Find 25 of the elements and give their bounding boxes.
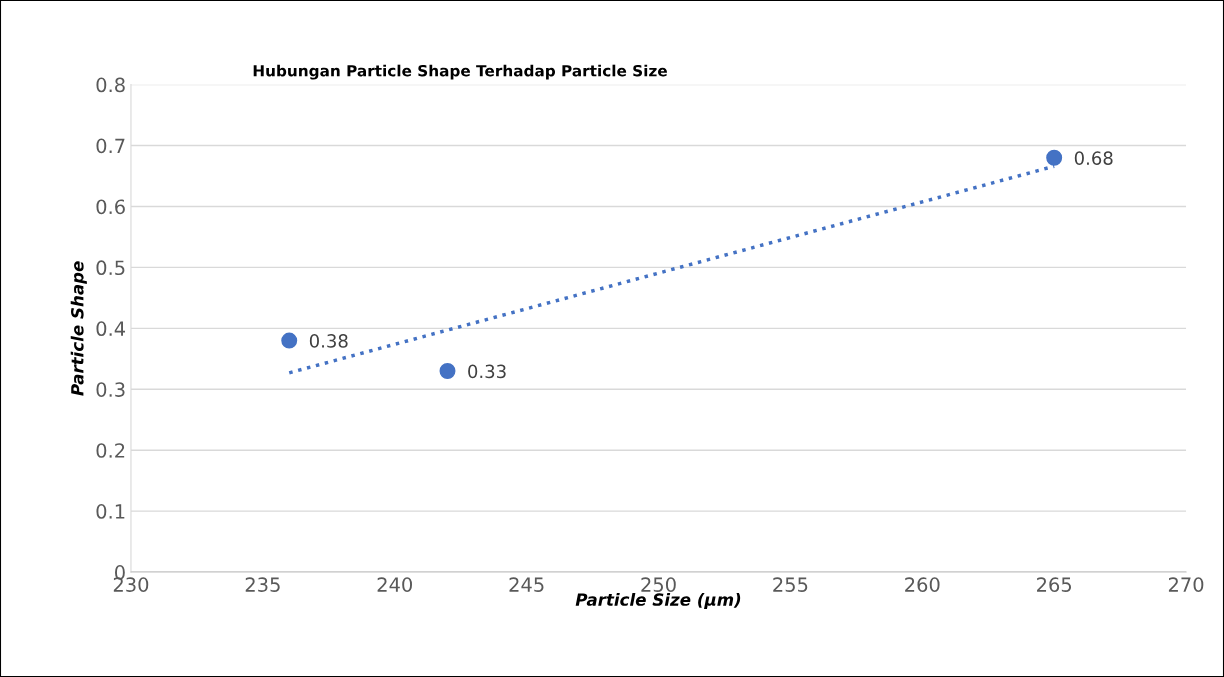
data-label: 0.33 xyxy=(468,364,506,379)
x-tick-label: 265 xyxy=(1037,577,1072,592)
x-tick-label: 250 xyxy=(641,577,676,592)
y-tick-label: 0.4 xyxy=(96,321,126,337)
y-axis-title: Particle Shape xyxy=(70,261,87,396)
x-tick-label: 240 xyxy=(377,577,413,592)
y-tick-label: 0.7 xyxy=(96,138,125,154)
point xyxy=(439,363,456,379)
y-tick-label: 0.8 xyxy=(96,77,125,93)
chart-title: Hubungan Particle Shape Terhadap Particle Size xyxy=(253,64,667,80)
y-tick-label: 0.6 xyxy=(96,199,125,215)
x-axis-title: Particle Size (µm) xyxy=(575,592,741,610)
point xyxy=(281,332,298,349)
point xyxy=(1046,149,1063,166)
data-label: 0.38 xyxy=(309,334,348,348)
y-tick-label: 0.5 xyxy=(96,260,125,276)
y-tick-label: 0.3 xyxy=(96,382,125,397)
x-tick-label: 270 xyxy=(1168,577,1204,592)
x-tick-label: 255 xyxy=(773,577,808,592)
data-label: 0.68 xyxy=(1074,151,1113,165)
x-tick-label: 245 xyxy=(509,577,544,592)
y-tick-label: 0.2 xyxy=(96,443,125,458)
x-tick-label: 260 xyxy=(905,577,940,592)
x-tick-label: 235 xyxy=(245,577,280,592)
y-tick-label: 0.1 xyxy=(96,504,125,519)
